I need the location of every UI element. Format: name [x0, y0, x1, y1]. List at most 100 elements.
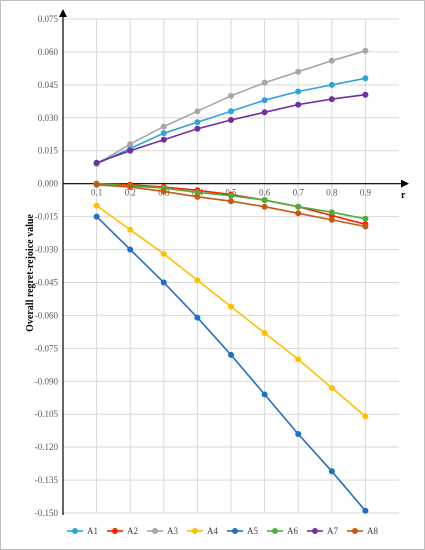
data-point: [228, 303, 234, 310]
data-point: [261, 329, 268, 336]
data-point: [160, 279, 167, 286]
x-tick-label: 0.9: [360, 188, 372, 198]
legend-marker: [192, 528, 198, 534]
data-point: [328, 209, 335, 216]
legend-item-a5: A5: [227, 526, 258, 536]
legend-marker: [152, 528, 158, 534]
legend-marker: [312, 528, 318, 534]
series-a7: [93, 91, 369, 166]
y-tick-label: -0.105: [35, 409, 59, 419]
data-point: [127, 183, 134, 190]
y-tick-label: 0.045: [38, 80, 59, 90]
data-point: [228, 192, 234, 199]
legend-item-a2: A2: [107, 526, 138, 536]
data-point: [295, 68, 302, 75]
data-point: [362, 75, 369, 82]
legend-label: A2: [127, 526, 138, 536]
data-point: [194, 189, 201, 196]
y-axis-label: Overall regret-rejoice value: [25, 214, 36, 332]
x-tick-label: 0.1: [91, 188, 102, 198]
y-tick-label: 0.060: [38, 47, 59, 57]
data-point: [362, 215, 369, 222]
y-tick-label: -0.030: [35, 245, 59, 255]
data-point: [93, 181, 100, 188]
legend-label: A8: [367, 526, 378, 536]
data-point: [328, 96, 335, 103]
data-point: [328, 81, 335, 88]
data-point: [295, 430, 302, 437]
data-point: [228, 116, 234, 123]
legend-marker: [232, 528, 238, 534]
series-a3: [93, 47, 369, 167]
legend-label: A3: [167, 526, 178, 536]
series-a8: [93, 181, 369, 230]
series-lines: [93, 47, 369, 514]
data-point: [127, 246, 134, 253]
legend-marker: [352, 528, 358, 534]
data-point: [127, 141, 134, 148]
data-point: [362, 91, 369, 98]
y-tick-label: 0.075: [38, 14, 59, 24]
data-point: [261, 109, 268, 116]
legend-marker: [72, 528, 78, 534]
data-point: [362, 413, 369, 420]
y-tick-label: -0.120: [35, 442, 59, 452]
data-point: [93, 202, 100, 209]
data-point: [328, 468, 335, 475]
data-point: [194, 119, 201, 126]
data-point: [228, 351, 234, 358]
y-tick-label: -0.090: [35, 376, 59, 386]
y-tick-label: -0.045: [35, 277, 59, 287]
data-point: [295, 101, 302, 108]
data-point: [93, 213, 100, 220]
y-tick-labels: 0.075 0.060 0.045 0.030 0.015 0.000 -0.015 -0.0…: [35, 14, 59, 518]
y-tick-label: 0.000: [38, 179, 59, 189]
legend-marker: [112, 528, 118, 534]
data-point: [127, 226, 134, 233]
y-tick-label: 0.015: [38, 146, 59, 156]
data-point: [261, 97, 268, 104]
data-point: [261, 79, 268, 86]
legend-item-a1: A1: [67, 526, 98, 536]
y-axis-arrow: [59, 9, 67, 17]
x-tick-label: 0.2: [125, 188, 136, 198]
data-point: [160, 250, 167, 257]
data-point: [194, 108, 201, 115]
legend-item-a3: A3: [147, 526, 178, 536]
data-point: [160, 136, 167, 143]
data-point: [194, 314, 201, 321]
legend: A1 A2 A3 A4 A5 A6 A7 A8: [67, 526, 378, 536]
data-point: [261, 197, 268, 204]
data-point: [362, 47, 369, 54]
data-point: [362, 223, 369, 230]
series-a6: [93, 180, 369, 222]
data-point: [160, 188, 167, 195]
data-point: [362, 507, 369, 514]
data-point: [194, 277, 201, 284]
data-point: [261, 203, 268, 210]
legend-label: A6: [287, 526, 298, 536]
x-tick-label: 0.6: [259, 188, 271, 198]
data-point: [194, 125, 201, 132]
data-point: [228, 92, 234, 99]
data-point: [328, 216, 335, 223]
data-point: [127, 147, 134, 154]
y-tick-label: -0.075: [35, 343, 59, 353]
series-a4: [93, 202, 369, 420]
y-tick-label: -0.015: [35, 212, 59, 222]
data-point: [295, 88, 302, 95]
data-point: [295, 210, 302, 217]
legend-item-a6: A6: [267, 526, 298, 536]
y-tick-label: -0.060: [35, 310, 59, 320]
x-tick-label: 0.8: [326, 188, 338, 198]
data-point: [160, 123, 167, 130]
y-tick-label: -0.135: [35, 475, 59, 485]
legend-label: A1: [87, 526, 98, 536]
data-point: [328, 384, 335, 391]
series-a5: [93, 213, 369, 514]
legend-item-a8: A8: [347, 526, 378, 536]
legend-label: A5: [247, 526, 258, 536]
data-point: [228, 108, 234, 115]
data-point: [228, 198, 234, 205]
